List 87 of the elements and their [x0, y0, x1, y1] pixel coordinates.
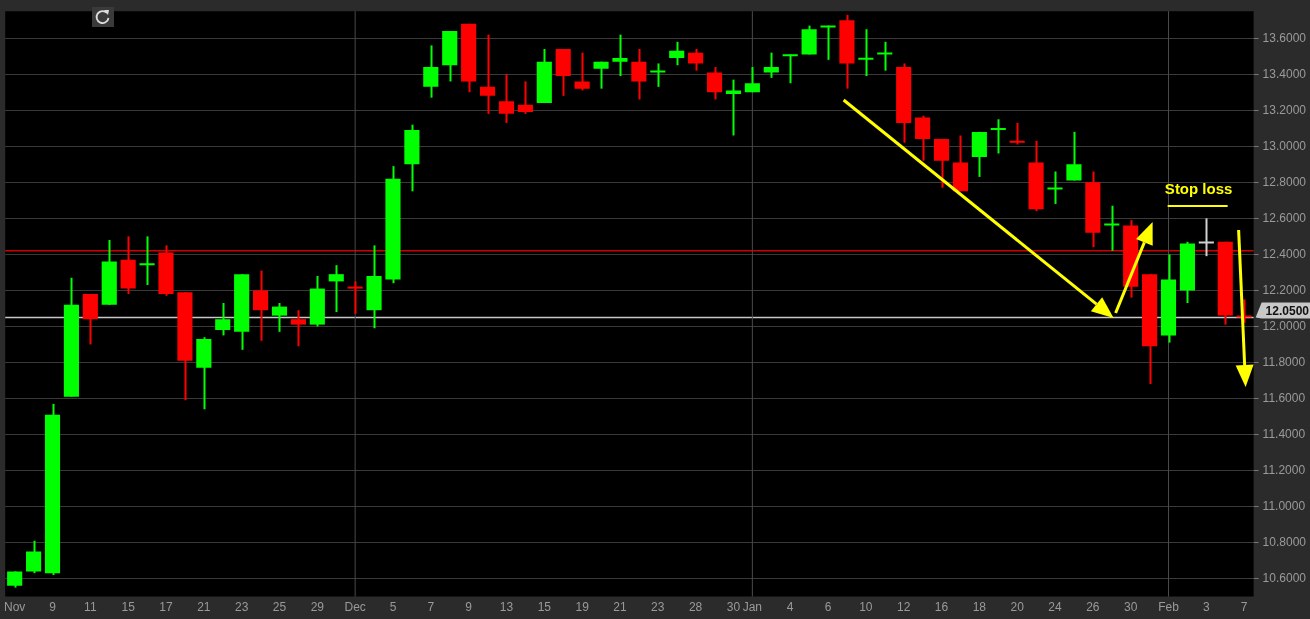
x-tick-label: Feb	[1158, 600, 1180, 615]
candlestick	[933, 138, 950, 189]
candlestick	[271, 302, 288, 333]
candlestick	[26, 539, 42, 575]
candlestick	[1047, 170, 1063, 205]
candlestick	[725, 78, 742, 137]
y-tick-label: 13.4000	[1262, 66, 1307, 81]
candlestick	[877, 40, 893, 72]
candlestick	[253, 269, 269, 342]
candlestick	[650, 62, 666, 88]
x-tick-label: 13	[499, 600, 514, 615]
x-tick-label: Jan	[742, 600, 763, 615]
candlestick	[423, 44, 439, 99]
candlestick	[1198, 217, 1214, 258]
y-tick-label: 10.8000	[1262, 534, 1307, 549]
x-tick-label: 4	[786, 600, 794, 615]
x-tick-label: 7	[1240, 600, 1248, 615]
x-tick-label: 18	[972, 600, 987, 615]
candlestick	[612, 33, 628, 78]
y-tick-label: 10.6000	[1262, 570, 1307, 585]
x-tick-label: 20	[1010, 600, 1025, 615]
x-tick-label: 11	[84, 600, 97, 615]
y-tick-label: 12.4000	[1262, 246, 1307, 261]
y-tick-label: 13.2000	[1262, 102, 1307, 117]
candlestick	[669, 40, 685, 67]
x-tick-label: 5	[389, 600, 397, 615]
candlestick	[688, 48, 704, 72]
x-tick-label: 3	[1202, 600, 1210, 615]
x-tick-label: 21	[197, 600, 211, 615]
x-tick-label: 25	[272, 600, 287, 615]
x-tick-label: 6	[824, 600, 832, 615]
x-tick-label: 19	[575, 600, 590, 615]
y-tick-label: 13.0000	[1262, 138, 1307, 153]
candlestick	[915, 114, 931, 162]
x-tick-label: 16	[934, 600, 949, 615]
x-tick-label: 23	[651, 600, 665, 615]
candlestick	[706, 66, 723, 101]
candlestick	[479, 33, 496, 115]
y-tick-label: 11.8000	[1262, 354, 1306, 369]
annotation: Stop loss	[1164, 180, 1233, 198]
x-tick-label: 10	[859, 600, 873, 615]
x-tick-label: 23	[234, 600, 249, 615]
candlestick	[1009, 121, 1025, 146]
x-tick-label: 9	[49, 600, 57, 615]
x-tick-label: 26	[1086, 600, 1100, 615]
x-tick-label: 12	[897, 600, 911, 615]
candlestick	[990, 118, 1006, 155]
candlestick	[517, 80, 533, 115]
y-tick-label: 11.6000	[1262, 390, 1306, 405]
ref-line-label: 12.0500	[1265, 303, 1310, 318]
x-tick-label: 15	[537, 600, 552, 615]
x-tick-label: 7	[427, 600, 435, 615]
candlestick	[763, 51, 779, 79]
candlestick	[574, 51, 590, 92]
candlestick	[593, 60, 609, 90]
candlestick	[1066, 130, 1082, 182]
candlestick	[290, 309, 306, 348]
candlestick	[139, 235, 155, 286]
x-tick-label: 30	[1123, 600, 1138, 615]
candlestick	[498, 73, 515, 124]
x-tick-label: 24	[1048, 600, 1063, 615]
candlestick	[347, 280, 363, 315]
x-tick-label: Dec	[344, 600, 366, 615]
x-tick-label: 17	[159, 600, 173, 615]
y-tick-label: 11.2000	[1262, 462, 1306, 477]
candlestick	[858, 28, 874, 78]
candlestick	[631, 48, 647, 101]
x-tick-label: Nov	[4, 600, 26, 615]
y-tick-label: 12.2000	[1262, 282, 1307, 297]
y-tick-label: 12.6000	[1262, 210, 1307, 225]
x-tick-label: 21	[613, 600, 627, 615]
candlestick	[1104, 204, 1120, 252]
candlestick	[328, 264, 344, 314]
y-tick-label: 12.8000	[1262, 174, 1307, 189]
y-tick-label: 12.0000	[1262, 318, 1307, 333]
y-tick-label: 11.4000	[1262, 426, 1306, 441]
x-tick-label: 28	[688, 600, 703, 615]
x-tick-label: 15	[121, 600, 136, 615]
y-tick-label: 11.0000	[1262, 498, 1306, 513]
x-tick-label: 9	[465, 600, 473, 615]
candlestick	[744, 66, 760, 94]
candlestick	[782, 53, 798, 85]
x-tick-label: 30	[726, 600, 741, 615]
x-tick-label: 29	[310, 600, 325, 615]
candlestick	[820, 24, 836, 61]
y-tick-label: 13.6000	[1262, 30, 1307, 45]
candlestick	[215, 302, 231, 337]
